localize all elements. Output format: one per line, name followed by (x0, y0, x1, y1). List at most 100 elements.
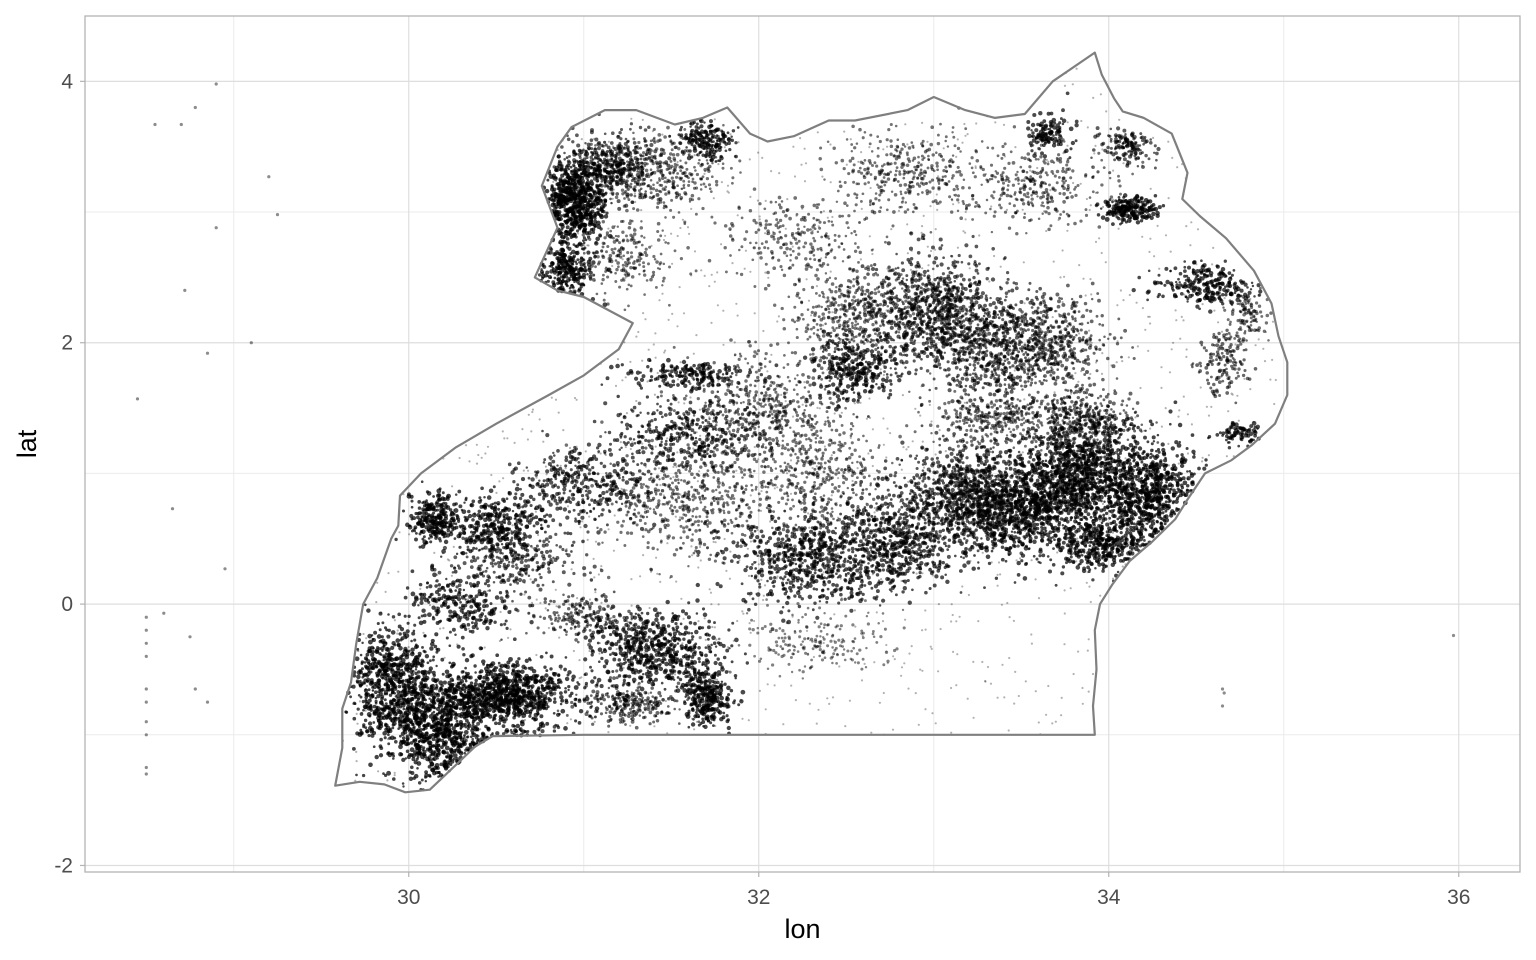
data-point (661, 173, 665, 177)
data-point (594, 265, 597, 269)
data-point (658, 189, 661, 193)
data-point (822, 324, 825, 327)
data-point (1046, 162, 1050, 166)
data-point (590, 264, 594, 268)
data-point (1140, 214, 1144, 218)
data-point (642, 261, 645, 265)
data-point (546, 701, 550, 704)
data-point (603, 236, 607, 240)
data-point (664, 185, 668, 189)
data-point (573, 179, 577, 183)
data-point (937, 175, 940, 178)
data-point (1012, 204, 1016, 208)
data-point (614, 195, 619, 200)
data-point (1069, 176, 1073, 180)
data-point (776, 547, 779, 550)
data-point (870, 150, 874, 153)
data-point (729, 133, 732, 136)
data-point (885, 643, 888, 647)
data-point (1059, 213, 1062, 216)
data-point (540, 268, 543, 271)
data-point (419, 587, 422, 591)
data-point (844, 234, 848, 238)
data-point (701, 206, 705, 211)
data-point (807, 212, 811, 216)
data-point (745, 230, 749, 234)
data-point (588, 217, 594, 223)
data-point (856, 245, 860, 249)
data-point (838, 665, 841, 668)
data-point (1183, 265, 1187, 269)
data-point (600, 152, 605, 157)
data-point (1140, 135, 1145, 140)
data-point (1118, 146, 1122, 150)
data-point (1062, 200, 1066, 204)
data-point (827, 243, 831, 247)
data-point (729, 254, 732, 257)
data-point (530, 601, 534, 605)
data-point (735, 271, 739, 275)
data-point (1129, 150, 1134, 156)
data-point (759, 509, 763, 512)
data-point (696, 480, 700, 483)
data-point (664, 234, 667, 237)
data-point (584, 142, 587, 145)
data-point (1144, 139, 1149, 144)
data-point (657, 467, 661, 470)
data-point (639, 157, 643, 161)
data-point (830, 454, 833, 457)
data-point (797, 246, 801, 250)
data-point (661, 229, 664, 232)
data-point (950, 686, 953, 690)
data-point (673, 165, 678, 170)
data-point (653, 136, 656, 140)
data-point (662, 276, 666, 280)
data-point (609, 180, 613, 184)
data-point (892, 210, 896, 214)
data-point (1092, 175, 1095, 178)
data-point (1046, 197, 1050, 201)
data-point (579, 526, 582, 529)
data-point (880, 181, 884, 184)
data-point (694, 135, 698, 139)
data-point (1190, 423, 1193, 426)
data-point (731, 181, 734, 185)
data-point (954, 193, 958, 197)
data-point (656, 229, 660, 234)
data-point (723, 146, 726, 149)
data-point (1002, 191, 1006, 196)
data-point (1077, 380, 1080, 383)
data-point (621, 379, 624, 382)
data-point (1136, 165, 1140, 168)
data-point (640, 243, 644, 247)
data-point (466, 598, 470, 601)
data-point (592, 213, 597, 218)
data-point (816, 230, 820, 234)
data-point (1031, 134, 1036, 139)
data-point (658, 267, 662, 271)
data-point (857, 169, 861, 174)
data-point (567, 177, 571, 181)
data-point (550, 184, 554, 188)
data-point (1140, 138, 1145, 143)
data-point (1183, 293, 1186, 296)
data-point (738, 559, 741, 562)
data-point (1190, 221, 1193, 224)
data-point (555, 182, 559, 186)
data-point (617, 206, 622, 211)
data-point (1023, 156, 1027, 161)
data-point (572, 269, 575, 273)
data-point (603, 192, 607, 196)
data-point (853, 609, 857, 612)
data-point (1215, 264, 1219, 268)
data-point (1147, 207, 1152, 212)
data-point (1066, 195, 1070, 200)
data-point (643, 139, 647, 143)
data-point (671, 141, 675, 145)
data-point (1037, 133, 1042, 138)
data-point (1119, 222, 1122, 226)
data-point (643, 269, 646, 272)
data-point (644, 153, 648, 156)
data-point (498, 639, 501, 643)
data-point (623, 308, 627, 312)
